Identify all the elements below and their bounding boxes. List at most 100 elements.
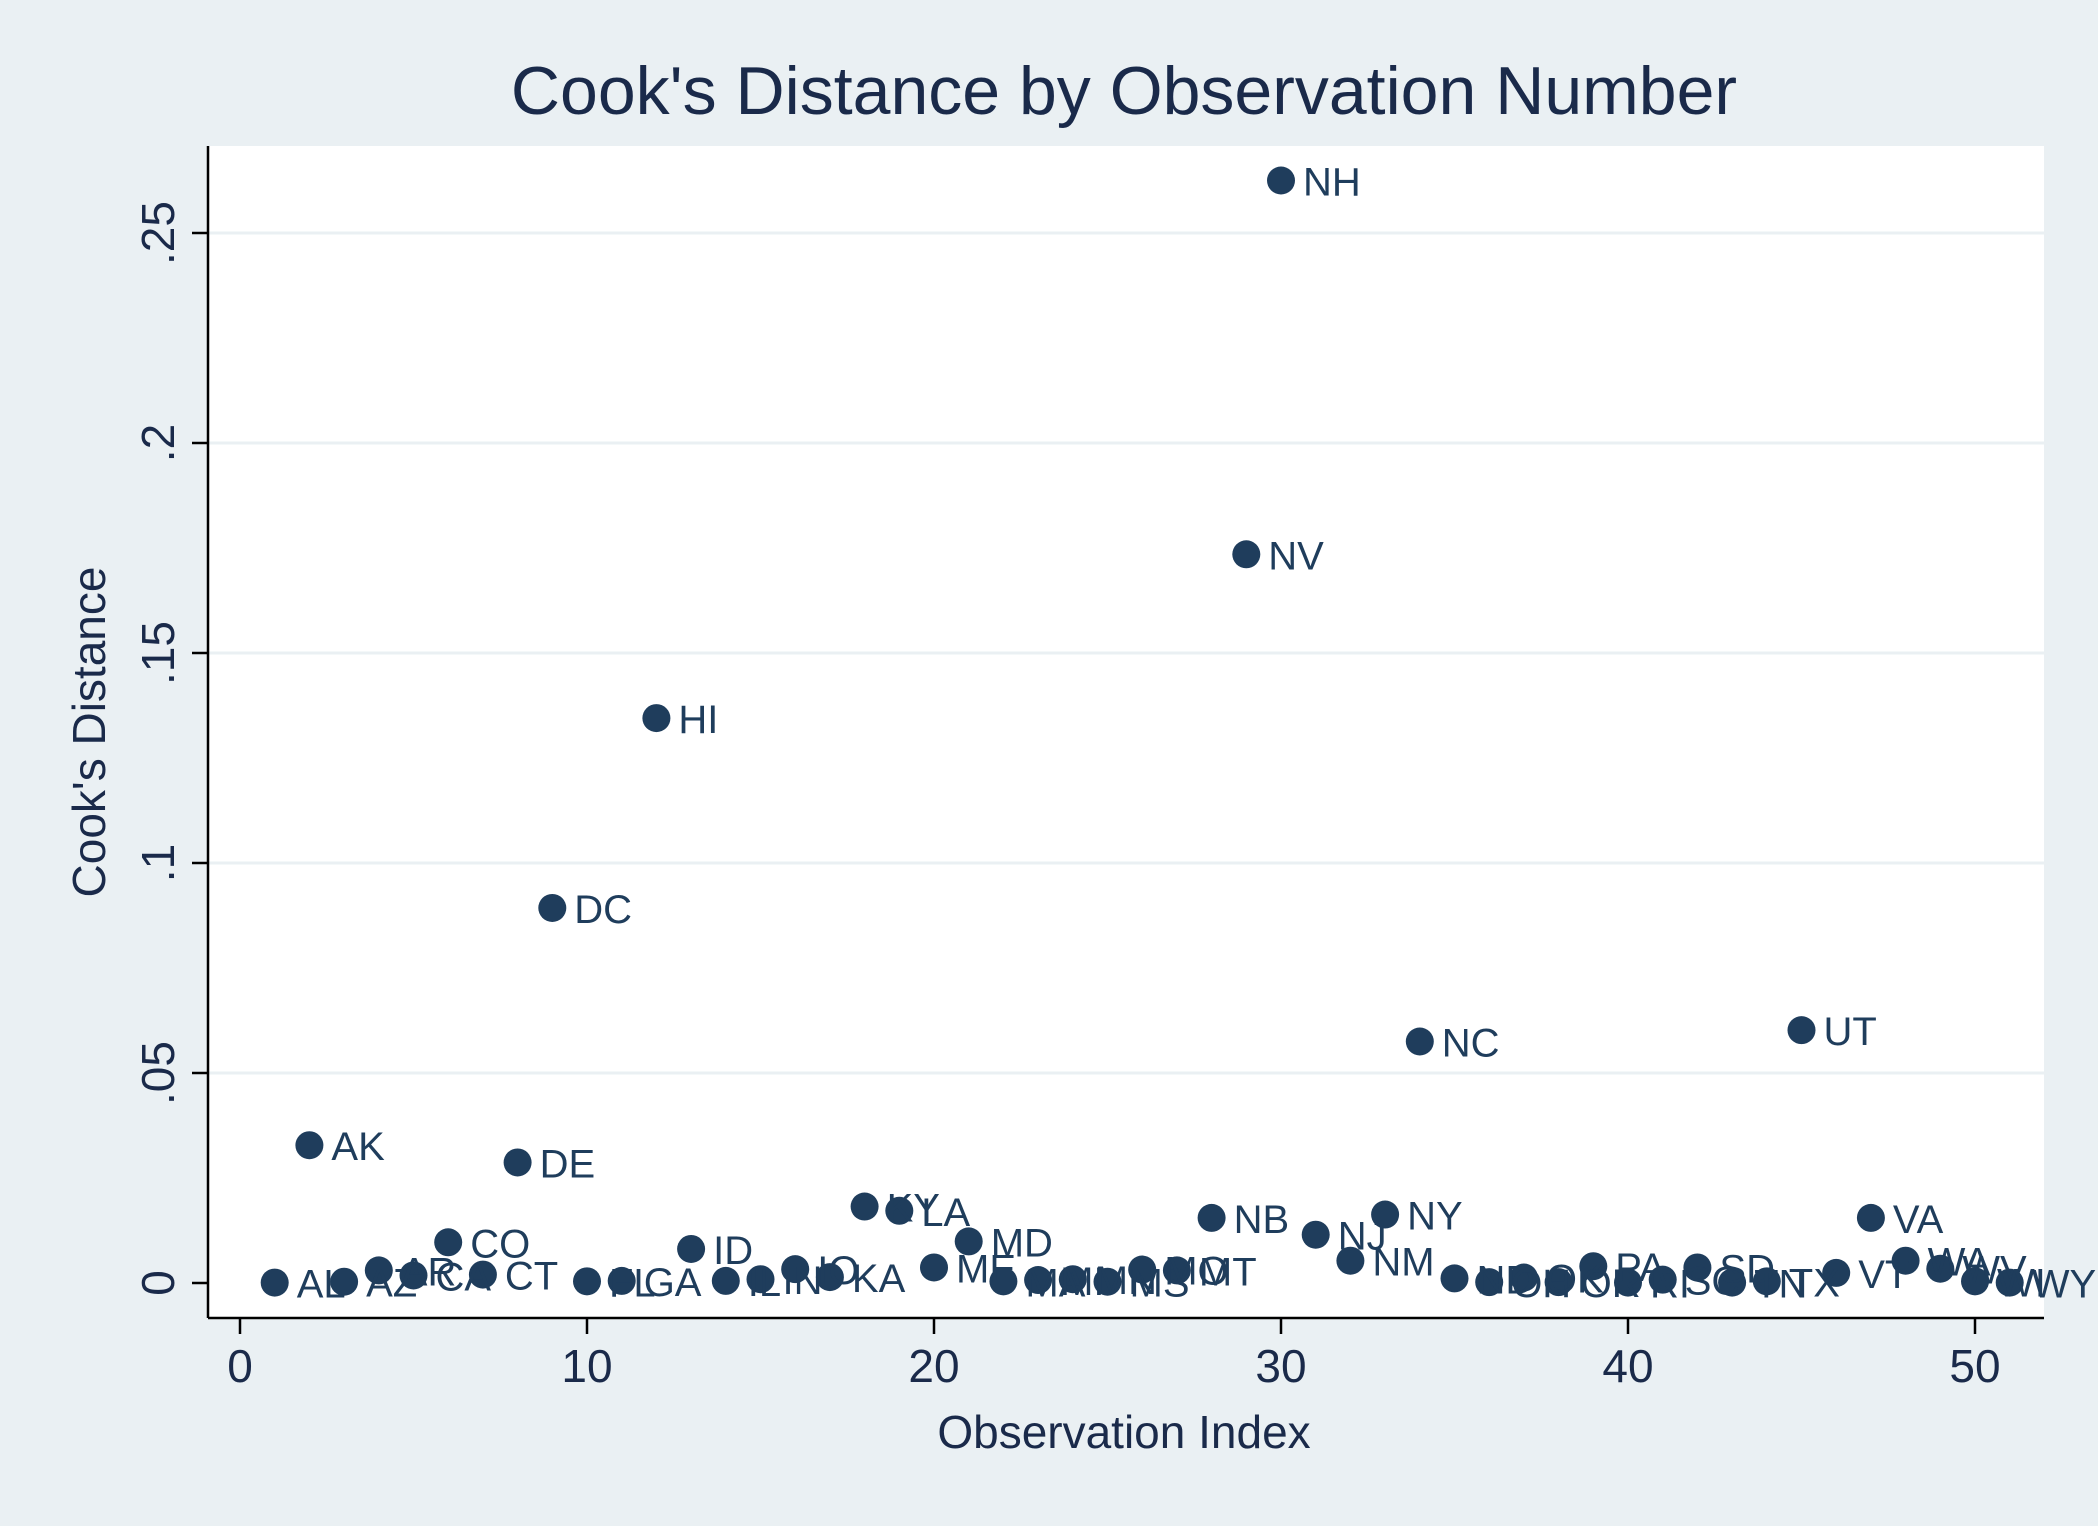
- data-point-ma: [989, 1267, 1018, 1296]
- point-label-de: DE: [540, 1142, 596, 1186]
- y-tick-label: .25: [132, 201, 184, 265]
- y-tick-label: .2: [132, 424, 184, 462]
- data-point-nv: [1232, 540, 1261, 569]
- data-point-ny: [1371, 1200, 1400, 1229]
- point-label-ny: NY: [1407, 1195, 1463, 1239]
- data-point-hi: [642, 704, 671, 733]
- point-label-fl: FL: [609, 1261, 656, 1305]
- point-label-ky: KY: [887, 1187, 940, 1231]
- point-label-nd: ND: [1477, 1258, 1535, 1302]
- x-tick-label: 30: [1255, 1340, 1306, 1392]
- point-label-nb: NB: [1234, 1198, 1290, 1242]
- point-label-va: VA: [1893, 1198, 1944, 1242]
- point-label-il: IL: [748, 1261, 781, 1305]
- y-tick-label: .05: [132, 1041, 184, 1105]
- data-point-mo: [1128, 1255, 1157, 1284]
- point-label-ms: MS: [1130, 1262, 1190, 1306]
- data-point-or: [1544, 1268, 1573, 1297]
- axes: [192, 146, 2044, 1334]
- y-tick-label: 0: [132, 1270, 184, 1296]
- x-tick-label: 10: [561, 1340, 612, 1392]
- point-label-wa: WA: [1928, 1241, 1991, 1285]
- point-label-mn: MN: [1095, 1259, 1157, 1303]
- point-label-nv: NV: [1268, 534, 1324, 578]
- data-point-nc: [1405, 1027, 1434, 1056]
- data-point-tn: [1718, 1268, 1747, 1297]
- data-point-io: [781, 1255, 810, 1284]
- data-point-mn: [1058, 1265, 1087, 1294]
- data-point-ca: [399, 1261, 428, 1290]
- data-point-ga: [607, 1266, 636, 1295]
- point-label-ok: OK: [1546, 1258, 1604, 1302]
- point-label-vt: VT: [1858, 1253, 1909, 1297]
- data-point-al: [260, 1268, 289, 1297]
- data-point-nb: [1197, 1203, 1226, 1232]
- data-point-nh: [1267, 166, 1295, 195]
- point-label-ar: AR: [401, 1250, 457, 1294]
- point-label-wv: WV: [1962, 1249, 2027, 1293]
- point-label-nj: NJ: [1338, 1215, 1387, 1259]
- data-point-me: [920, 1253, 948, 1282]
- point-label-mo: MO: [1164, 1250, 1228, 1294]
- point-label-sc: SC: [1685, 1260, 1741, 1304]
- point-label-ri: RI: [1650, 1263, 1690, 1307]
- data-point-az: [330, 1267, 359, 1296]
- point-label-dc: DC: [574, 888, 632, 932]
- y-axis-label: Cook's Distance: [63, 567, 115, 898]
- data-point-ka: [815, 1263, 844, 1292]
- tick-labels: 0 .05 .1 .15 .2 .25 0 10 20 30 40 50: [132, 201, 2001, 1392]
- point-label-nc: NC: [1442, 1022, 1500, 1066]
- data-point-vt: [1822, 1258, 1851, 1287]
- point-label-la: LA: [921, 1191, 970, 1235]
- data-points: [260, 166, 2024, 1297]
- point-label-me: ME: [956, 1247, 1016, 1291]
- point-label-ga: GA: [644, 1261, 702, 1305]
- data-point-oh: [1475, 1268, 1504, 1297]
- data-point-nd: [1440, 1264, 1469, 1293]
- x-tick-label: 20: [908, 1340, 959, 1392]
- point-label-co: CO: [470, 1222, 530, 1266]
- point-label-mi: MI: [1060, 1260, 1104, 1304]
- point-label-hi: HI: [678, 698, 718, 742]
- x-tick-label: 0: [227, 1340, 253, 1392]
- point-label-tx: TX: [1789, 1261, 1840, 1305]
- point-label-pa: PA: [1615, 1246, 1666, 1290]
- x-tick-label: 50: [1949, 1340, 2000, 1392]
- data-point-va: [1856, 1203, 1885, 1232]
- point-label-oh: OH: [1511, 1262, 1571, 1306]
- point-label-az: AZ: [366, 1262, 417, 1306]
- point-label-or: OR: [1581, 1262, 1641, 1306]
- data-point-pa: [1579, 1252, 1608, 1281]
- data-point-mt: [1162, 1256, 1191, 1285]
- data-point-ak: [295, 1131, 324, 1160]
- point-label-sd: SD: [1719, 1247, 1775, 1291]
- data-point-nm: [1336, 1246, 1365, 1275]
- point-label-ut: UT: [1824, 1010, 1877, 1054]
- point-label-io: IO: [817, 1249, 859, 1293]
- data-point-wy: [1995, 1268, 2024, 1297]
- data-point-ok: [1509, 1263, 1538, 1292]
- point-label-id: ID: [713, 1229, 753, 1273]
- point-label-mt: MT: [1199, 1250, 1257, 1294]
- point-label-nm: NM: [1372, 1241, 1434, 1285]
- data-point-id: [677, 1234, 706, 1263]
- data-point-co: [434, 1228, 463, 1257]
- data-point-de: [503, 1148, 532, 1177]
- data-point-nj: [1301, 1220, 1330, 1249]
- chart-title: Cook's Distance by Observation Number: [511, 53, 1737, 129]
- data-point-ky: [850, 1192, 879, 1221]
- data-point-wi: [1961, 1267, 1989, 1296]
- point-label-ca: CA: [436, 1255, 492, 1299]
- point-label-tn: TN: [1754, 1263, 1807, 1307]
- data-point-ms: [1093, 1267, 1122, 1296]
- gridlines: [208, 231, 2044, 1075]
- point-label-md: MD: [991, 1221, 1053, 1265]
- y-tick-label: .1: [132, 844, 184, 882]
- x-axis-label: Observation Index: [937, 1406, 1310, 1458]
- x-tick-label: 40: [1602, 1340, 1653, 1392]
- data-point-wv: [1926, 1254, 1955, 1283]
- data-point-ar: [364, 1256, 393, 1285]
- data-point-il: [711, 1266, 740, 1295]
- point-label-wy: WY: [2032, 1263, 2096, 1307]
